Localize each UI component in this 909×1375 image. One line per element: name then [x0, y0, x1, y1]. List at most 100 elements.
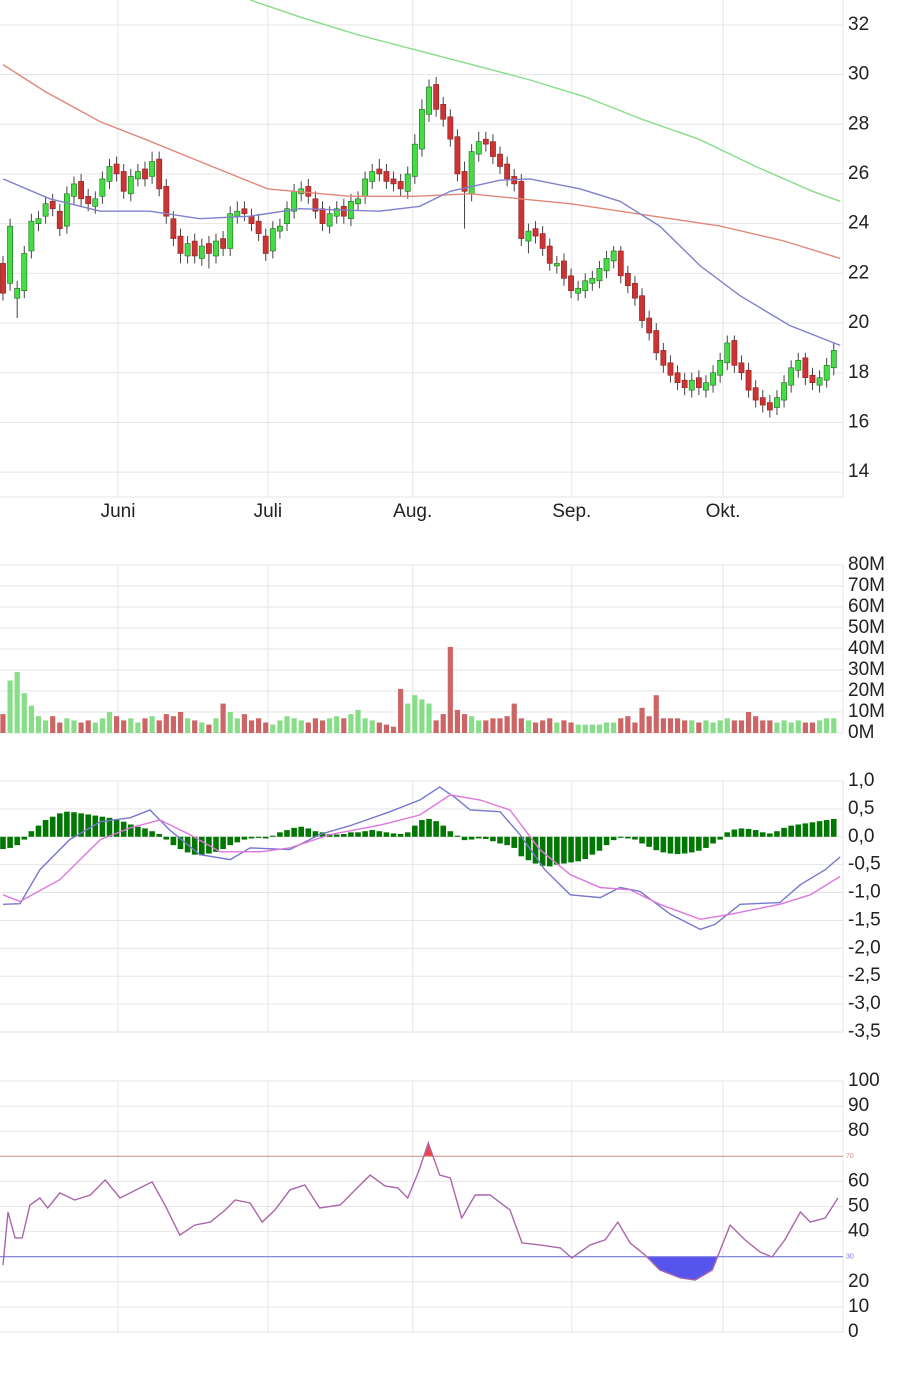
y-tick-label: 0 [848, 1321, 859, 1342]
volume-bar [440, 714, 446, 733]
candle-body [198, 245, 205, 259]
volume-bar [745, 712, 752, 733]
histogram-bar [383, 832, 390, 837]
candle-body [255, 220, 262, 234]
histogram-bar [127, 824, 134, 837]
histogram-bar [660, 836, 667, 853]
volume-bar [525, 720, 532, 733]
volume-bar [469, 716, 475, 733]
candle-body [490, 141, 496, 157]
volume-bar [611, 722, 617, 733]
histogram-bar [419, 820, 425, 837]
histogram-bar [7, 836, 13, 848]
volume-bar [376, 722, 382, 733]
volume-bar [426, 703, 432, 733]
candle-body [277, 225, 283, 232]
candle-body [646, 317, 653, 334]
histogram-bar [575, 836, 581, 862]
histogram-bar [149, 831, 155, 837]
volume-bar [660, 718, 666, 733]
histogram-bar [497, 836, 503, 844]
volume-bar [42, 720, 49, 733]
candle-body [695, 377, 702, 388]
histogram-bar [85, 814, 91, 837]
histogram-bar [504, 836, 510, 846]
volume-bar [625, 716, 631, 733]
candle-body [525, 230, 532, 242]
candle-body [823, 364, 830, 381]
volume-bar [753, 716, 759, 733]
candle-body [163, 186, 170, 217]
y-tick-label: -1,0 [848, 882, 881, 903]
candle-body [63, 193, 70, 227]
y-tick-label: 40 [848, 1221, 869, 1242]
candle-body [731, 340, 738, 366]
volume-bar [319, 720, 326, 733]
y-tick-label: 20 [848, 1271, 869, 1292]
candle-body [809, 374, 816, 383]
candle-body [220, 238, 227, 249]
volume-bar [547, 718, 553, 733]
histogram-bar [170, 836, 177, 846]
histogram-bar [447, 831, 454, 837]
histogram-bar [397, 833, 404, 837]
histogram-bar [830, 818, 837, 837]
histogram-bar [369, 830, 376, 837]
candle-body [206, 243, 212, 254]
histogram-bar [426, 818, 432, 837]
y-tick-label: 0,0 [848, 826, 874, 847]
volume-bar [447, 646, 453, 733]
y-tick-label: 90 [848, 1095, 869, 1116]
volume-bar [64, 718, 70, 733]
volume-bar [291, 718, 297, 733]
candle-body [482, 138, 489, 145]
histogram-bar [809, 822, 816, 837]
volume-bar [788, 722, 794, 733]
volume-bar [348, 714, 354, 733]
volume-bar [71, 720, 77, 733]
histogram-bar [99, 816, 106, 837]
histogram-bar [71, 812, 77, 837]
histogram-bar [731, 829, 738, 837]
volume-bar [199, 722, 205, 733]
volume-bar [781, 720, 787, 733]
candle-body [582, 280, 589, 292]
volume-bar [113, 716, 120, 733]
candle-body [802, 357, 809, 379]
volume-bar [163, 714, 169, 733]
histogram-bar [710, 836, 716, 844]
histogram-bar [483, 836, 489, 840]
volume-bar [589, 724, 595, 733]
histogram-bar [610, 836, 617, 841]
histogram-bar [681, 836, 688, 854]
y-tick-label: 0,5 [848, 798, 874, 819]
candle-body [539, 233, 546, 249]
candle-body [269, 228, 276, 252]
volume-bar [142, 718, 148, 733]
histogram-bar [191, 836, 198, 855]
histogram-bar [433, 821, 439, 837]
volume-bar [497, 718, 503, 733]
line-series [2, 794, 841, 921]
volume-bar [355, 709, 361, 733]
line-series [2, 64, 841, 260]
histogram-bar [177, 836, 184, 850]
histogram-bar [688, 836, 695, 853]
histogram-bar [319, 832, 326, 837]
y-tick-label: 100 [848, 1070, 880, 1091]
volume-bar [28, 705, 34, 733]
candle-body [35, 218, 42, 224]
histogram-bar [412, 825, 418, 837]
histogram-bar [21, 836, 28, 840]
candle-body [49, 200, 56, 210]
y-tick-label: 20 [848, 312, 869, 333]
volume-bar [816, 720, 823, 733]
histogram-bar [348, 832, 354, 837]
candle-body [284, 208, 290, 224]
histogram-bar [717, 836, 723, 840]
y-tick-label: 28 [848, 113, 869, 134]
y-tick-label: 80M [848, 554, 885, 575]
volume-bar [78, 722, 84, 733]
histogram-bar [653, 836, 660, 851]
candle-body [156, 158, 163, 190]
